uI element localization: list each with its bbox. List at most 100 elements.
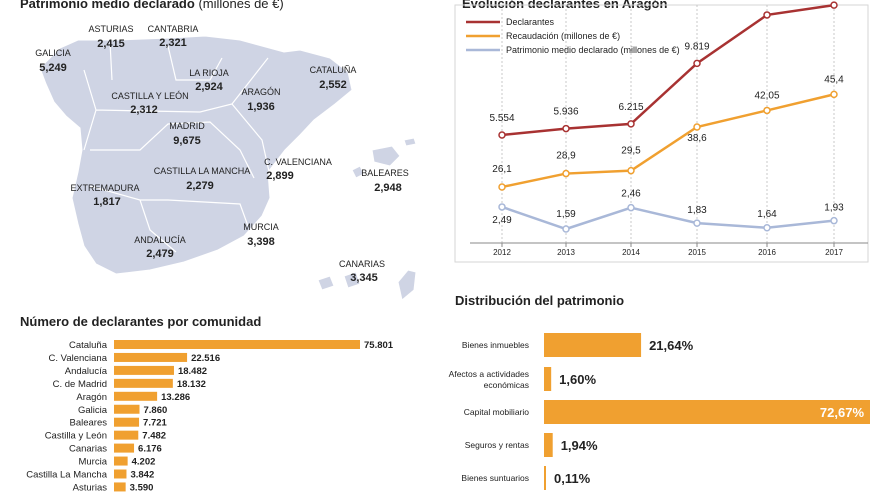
- data-label-declarantes: 9.819: [684, 41, 709, 52]
- data-label-recaudacion: 29,5: [621, 146, 641, 157]
- bar-value-label: 3.590: [130, 482, 154, 493]
- declarantes-bar-title: Número de declarantes por comunidad: [20, 314, 262, 329]
- map-title: Patrimonio medio declarado (millones de …: [20, 0, 284, 11]
- bar: [114, 352, 188, 362]
- region-borders: [83, 41, 271, 253]
- bar-value-label: 22.516: [191, 353, 220, 364]
- map-region-value: 5,249: [39, 62, 67, 74]
- map-region-name: MADRID: [169, 121, 205, 131]
- data-point-patrimonio: [830, 216, 838, 225]
- legend-label-recaudacion: Recaudación (millones de €): [506, 31, 620, 41]
- bar-category-label: Murcia: [78, 457, 107, 468]
- line-chart-title: Evolución declarantes en Aragón: [462, 0, 668, 11]
- map-region-name: ANDALUCÍA: [134, 235, 186, 245]
- bar: [114, 443, 135, 453]
- bar-value-label: 1,60%: [559, 372, 596, 387]
- bar-category-label-cont: económicas: [484, 380, 529, 390]
- map-region-name: CASTILLA Y LEÓN: [111, 91, 188, 101]
- data-point-declarantes: [693, 59, 701, 68]
- map-title-text: Patrimonio medio declarado: [20, 0, 195, 11]
- bar-category-label: Asturias: [73, 482, 108, 493]
- ibiza-shape: [351, 165, 365, 179]
- data-point-recaudacion: [562, 169, 570, 178]
- bar-category-label: Galicia: [78, 405, 108, 416]
- data-label-patrimonio: 2,49: [492, 215, 512, 226]
- x-tick-label: 2016: [758, 248, 776, 257]
- x-tick-label: 2015: [688, 248, 706, 257]
- bar: [114, 469, 127, 479]
- canarias-east-shape: [397, 269, 417, 301]
- bar-category-label: Aragón: [76, 392, 107, 403]
- x-tick-label: 2017: [825, 248, 843, 257]
- data-point-patrimonio: [562, 225, 570, 233]
- bar-value-label: 6.176: [138, 444, 162, 455]
- map-region-name: CATALUÑA: [310, 65, 357, 75]
- bar-category-label: Andalucía: [65, 366, 108, 377]
- bar: [114, 417, 140, 427]
- map-region-value: 2,948: [374, 182, 402, 194]
- data-point-recaudacion: [830, 90, 838, 99]
- patrimonio-bar-title: Distribución del patrimonio: [455, 293, 625, 308]
- x-tick-label: 2012: [493, 248, 511, 257]
- map-region-value: 2,279: [186, 180, 214, 192]
- bar-value-label: 18.482: [178, 366, 207, 377]
- data-point-patrimonio: [693, 219, 701, 227]
- data-label-recaudacion: 42,05: [754, 90, 779, 101]
- bar-value-label: 1,94%: [561, 438, 598, 453]
- bar-category-label: Bienes suntuarios: [461, 473, 529, 483]
- bar-category-label: Afectos a actividades: [449, 369, 529, 379]
- bar-category-label: Castilla y León: [45, 431, 107, 442]
- bar: [114, 365, 174, 375]
- map-region-name: ARAGÓN: [241, 87, 280, 97]
- mallorca-shape: [371, 145, 401, 167]
- data-point-declarantes: [498, 131, 506, 139]
- data-point-patrimonio: [763, 224, 771, 232]
- map-region-name: CANTABRIA: [148, 24, 199, 34]
- map-region-name: CANARIAS: [339, 259, 385, 269]
- data-point-patrimonio: [498, 203, 506, 211]
- bar-value-label: 7.860: [144, 405, 168, 416]
- bar-category-label: Castilla La Mancha: [26, 470, 108, 481]
- bar: [114, 482, 126, 492]
- data-point-recaudacion: [498, 183, 506, 191]
- bar: [114, 430, 139, 440]
- map-region-name: C. VALENCIANA: [264, 157, 332, 167]
- line-chart-frame: [454, 4, 869, 263]
- data-point-declarantes: [562, 124, 570, 133]
- data-label-declarantes: 5.554: [489, 113, 514, 124]
- data-point-declarantes: [763, 11, 771, 19]
- map-region-name: ASTURIAS: [88, 24, 133, 34]
- bar: [544, 367, 552, 391]
- data-label-patrimonio: 1,93: [824, 203, 844, 214]
- data-label-recaudacion: 45,4: [824, 74, 844, 85]
- map-region-name: BALEARES: [361, 168, 409, 178]
- map-region-value: 2,924: [195, 81, 223, 93]
- bar-value-label: 7.482: [142, 431, 166, 442]
- bar-category-label: Cataluña: [69, 340, 108, 351]
- data-label-recaudacion: 28,9: [556, 151, 576, 162]
- bar: [114, 391, 158, 401]
- map-region-name: CASTILLA LA MANCHA: [154, 166, 251, 176]
- bar: [544, 400, 870, 424]
- data-label-patrimonio: 1,83: [687, 205, 707, 216]
- map-region-name: LA RIOJA: [189, 68, 229, 78]
- bar-value-label: 4.202: [132, 457, 156, 468]
- map-region-value: 2,479: [146, 248, 174, 260]
- menorca-shape: [403, 137, 417, 147]
- bar: [114, 404, 140, 414]
- bar: [544, 466, 546, 490]
- map-region-value: 3,398: [247, 236, 275, 248]
- data-label-recaudacion: 26,1: [492, 164, 512, 175]
- legend-label-patrimonio: Patrimonio medio declarado (millones de …: [506, 45, 680, 55]
- legend-label-declarantes: Declarantes: [506, 17, 555, 27]
- series-line-patrimonio: [501, 205, 835, 231]
- bar: [114, 456, 128, 466]
- bar: [114, 378, 173, 388]
- data-label-recaudacion: 38,6: [687, 133, 707, 144]
- data-point-declarantes: [830, 1, 838, 9]
- data-point-recaudacion: [763, 106, 771, 115]
- data-point-recaudacion: [627, 166, 635, 175]
- map-region-value: 2,321: [159, 37, 187, 49]
- map-region-name: MURCIA: [243, 222, 279, 232]
